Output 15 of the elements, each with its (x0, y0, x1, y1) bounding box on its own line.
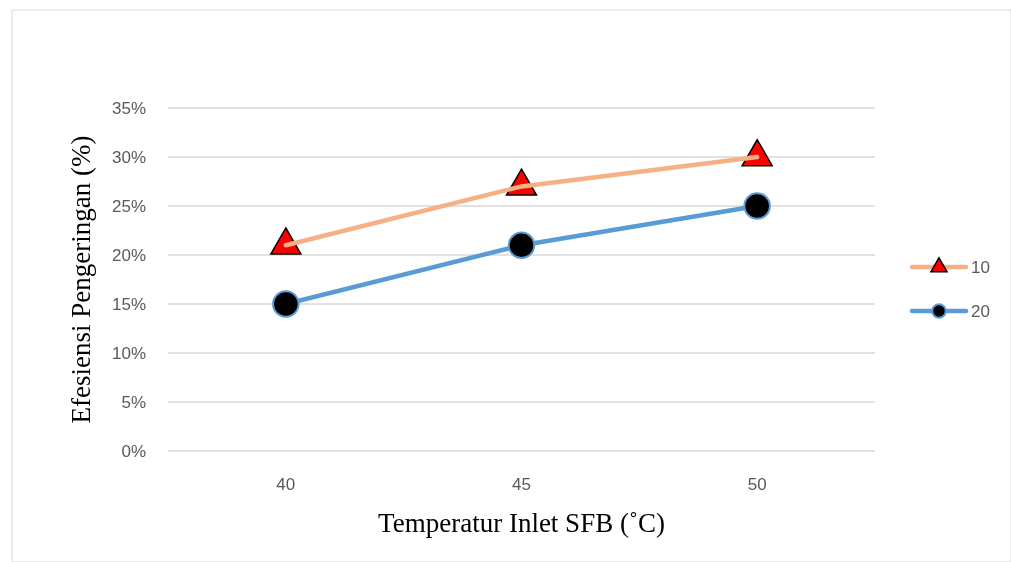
x-tick-label: 45 (512, 474, 531, 494)
y-tick-label: 5% (121, 392, 146, 412)
y-tick-label: 10% (111, 343, 146, 363)
y-tick-label: 30% (111, 147, 146, 167)
y-axis-title: Efesiensi Pengeringan (%) (66, 135, 96, 424)
legend-label: 10 (971, 257, 990, 277)
y-tick-label: 25% (111, 196, 146, 216)
y-tick-label: 35% (111, 98, 146, 118)
y-tick-label: 20% (111, 245, 146, 265)
x-tick-label: 40 (276, 474, 296, 494)
x-axis-title: Temperatur Inlet SFB (˚C) (378, 508, 665, 538)
y-tick-label: 0% (121, 441, 146, 461)
x-tick-label: 50 (747, 474, 767, 494)
y-tick-label: 15% (111, 294, 146, 314)
legend-label: 20 (971, 301, 990, 321)
